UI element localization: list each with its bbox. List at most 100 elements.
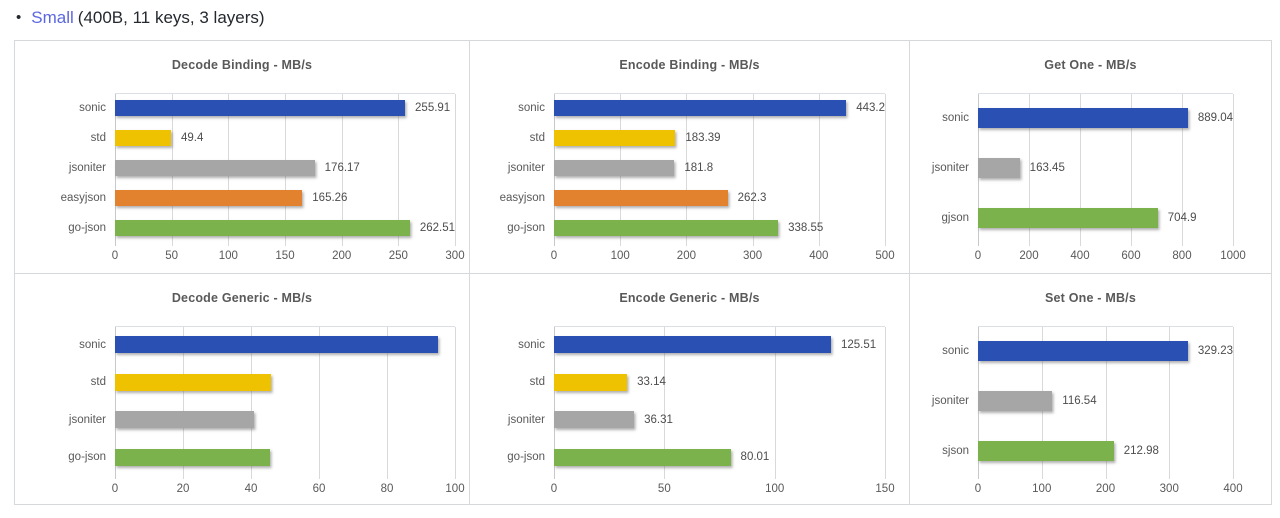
bar-easyjson	[554, 190, 728, 206]
value-label: 262.3	[737, 192, 767, 204]
chart-encode-binding: Encode Binding - MB/s sonic 443.2 std 183.3…	[470, 41, 910, 274]
axis-tick-label: 20	[176, 483, 190, 495]
axis-tick-label: 100	[765, 483, 785, 495]
axis-tick-label: 150	[875, 483, 895, 495]
axis-tick-label: 300	[445, 250, 465, 262]
axis-tick-label: 100	[218, 250, 238, 262]
axis-tick-label: 100	[445, 483, 465, 495]
bar-row: go-json 80.01	[507, 448, 885, 466]
category-label: sonic	[942, 112, 969, 124]
category-label: jsoniter	[931, 162, 969, 174]
category-label: go-json	[68, 222, 106, 234]
axis-tick-label: 200	[332, 250, 352, 262]
chart-plot-area: sonic 889.04 jsoniter 163.45 gjson 704.9 0 200 4…	[910, 93, 1271, 267]
value-label: 163.45	[1029, 162, 1065, 174]
chart-title: Set One - MB/s	[1044, 291, 1136, 305]
category-label: jsoniter	[931, 395, 969, 407]
plot-region: sonic 125.51 std 33.14 jsoniter 36.31 go-json 8…	[507, 326, 886, 479]
gridline	[1182, 94, 1183, 246]
category-label: sonic	[942, 345, 969, 357]
category-label: std	[90, 132, 106, 144]
gridline	[885, 327, 886, 479]
category-label: jsoniter	[507, 162, 545, 174]
bar-sonic	[978, 341, 1188, 361]
bar-std	[115, 130, 171, 146]
bar-row: std 183.39	[530, 130, 885, 146]
category-label: std	[90, 376, 106, 389]
category-label: sjson	[942, 445, 969, 457]
bar-go-json	[115, 448, 270, 466]
value-label: 704.9	[1167, 212, 1197, 224]
plot-region: sonic 329.23 jsoniter 116.54 sjson 212.98	[932, 326, 1234, 479]
bar-gjson	[978, 208, 1158, 228]
bar-row: easyjson 165.26	[61, 190, 455, 206]
bar-jsoniter	[115, 160, 315, 176]
chart-decode-generic: Decode Generic - MB/s sonic std jsoniter go…	[15, 274, 470, 504]
bar-row: std	[91, 373, 455, 391]
bar-jsoniter	[554, 411, 635, 429]
axis-tick-label: 250	[388, 250, 408, 262]
gridline	[183, 327, 184, 479]
chart-plot-area: sonic 329.23 jsoniter 116.54 sjson 212.98 0 100…	[910, 326, 1271, 500]
axis-tick-label: 50	[165, 250, 179, 262]
gridline	[686, 94, 688, 246]
chart-encode-generic: Encode Generic - MB/s sonic 125.51 std 33.1…	[470, 274, 910, 504]
bar-std	[554, 373, 628, 391]
bar-row: std 33.14	[530, 373, 885, 391]
chart-plot-area: sonic std jsoniter go-json 0 20 40 60 80 100	[15, 326, 469, 500]
x-axis: 0 100 200 300 400	[975, 476, 1243, 500]
category-label: go-json	[68, 451, 106, 464]
bar-row: go-json 262.51	[68, 220, 455, 236]
bar-row: go-json 338.55	[507, 220, 885, 236]
bar-row: sonic 329.23	[942, 341, 1233, 361]
category-label: go-json	[507, 451, 545, 464]
value-label: 329.23	[1197, 345, 1233, 357]
chart-get-one: Get One - MB/s sonic 889.04 jsoniter 163.45…	[910, 41, 1271, 274]
bar-rows: sonic std jsoniter go-json	[68, 326, 455, 476]
axis-tick-label: 300	[1159, 483, 1179, 495]
axis-tick-label: 100	[1032, 483, 1052, 495]
gridline	[387, 327, 388, 479]
bar-row: sonic 443.2	[518, 100, 885, 116]
category-label: jsoniter	[68, 162, 106, 174]
bar-rows: sonic 329.23 jsoniter 116.54 sjson 212.98	[932, 326, 1233, 476]
chart-title: Decode Generic - MB/s	[171, 291, 313, 305]
bar-row: jsoniter 181.8	[508, 160, 885, 176]
gridline	[1105, 327, 1107, 479]
axis-tick-label: 40	[244, 483, 258, 495]
gridline	[554, 327, 555, 479]
axis-tick-label: 400	[1070, 250, 1090, 262]
value-label: 49.4	[180, 132, 204, 144]
bar-rows: sonic 255.91 std 49.4 jsoniter 176.17 easyjson…	[61, 93, 455, 243]
bullet-icon: •	[16, 9, 22, 26]
bar-row: gjson 704.9	[942, 208, 1233, 228]
gridline	[774, 327, 776, 479]
bar-go-json	[554, 448, 731, 466]
x-axis: 0 100 200 300 400 500	[551, 243, 895, 267]
chart-set-one: Set One - MB/s sonic 329.23 jsoniter 116.54…	[910, 274, 1271, 504]
x-axis: 0 20 40 60 80 100	[112, 476, 465, 500]
bar-rows: sonic 125.51 std 33.14 jsoniter 36.31 go-json 8…	[507, 326, 885, 476]
category-label: go-json	[507, 222, 545, 234]
bar-rows: sonic 443.2 std 183.39 jsoniter 181.8 easyjson…	[500, 93, 885, 243]
value-label: 165.26	[312, 192, 348, 204]
axis-tick-label: 200	[676, 250, 696, 262]
axis-tick-label: 0	[550, 483, 558, 495]
bar-row: sjson 212.98	[942, 441, 1233, 461]
axis-tick-label: 800	[1172, 250, 1192, 262]
chart-title: Encode Binding - MB/s	[619, 58, 760, 72]
gridline	[455, 94, 456, 246]
axis-tick-label: 600	[1121, 250, 1141, 262]
bar-easyjson	[115, 190, 303, 206]
value-label: 80.01	[740, 451, 770, 464]
bar-row: std 49.4	[91, 130, 455, 146]
small-benchmark-link[interactable]: Small	[31, 8, 74, 27]
value-label: 889.04	[1197, 112, 1233, 124]
value-label: 338.55	[788, 222, 824, 234]
bar-row: jsoniter 116.54	[932, 391, 1233, 411]
bar-row: easyjson 262.3	[500, 190, 885, 206]
bar-sonic	[554, 100, 847, 116]
axis-tick-label: 0	[974, 250, 982, 262]
plot-region: sonic 443.2 std 183.39 jsoniter 181.8 easyjson…	[500, 93, 886, 246]
value-label: 181.8	[684, 162, 714, 174]
